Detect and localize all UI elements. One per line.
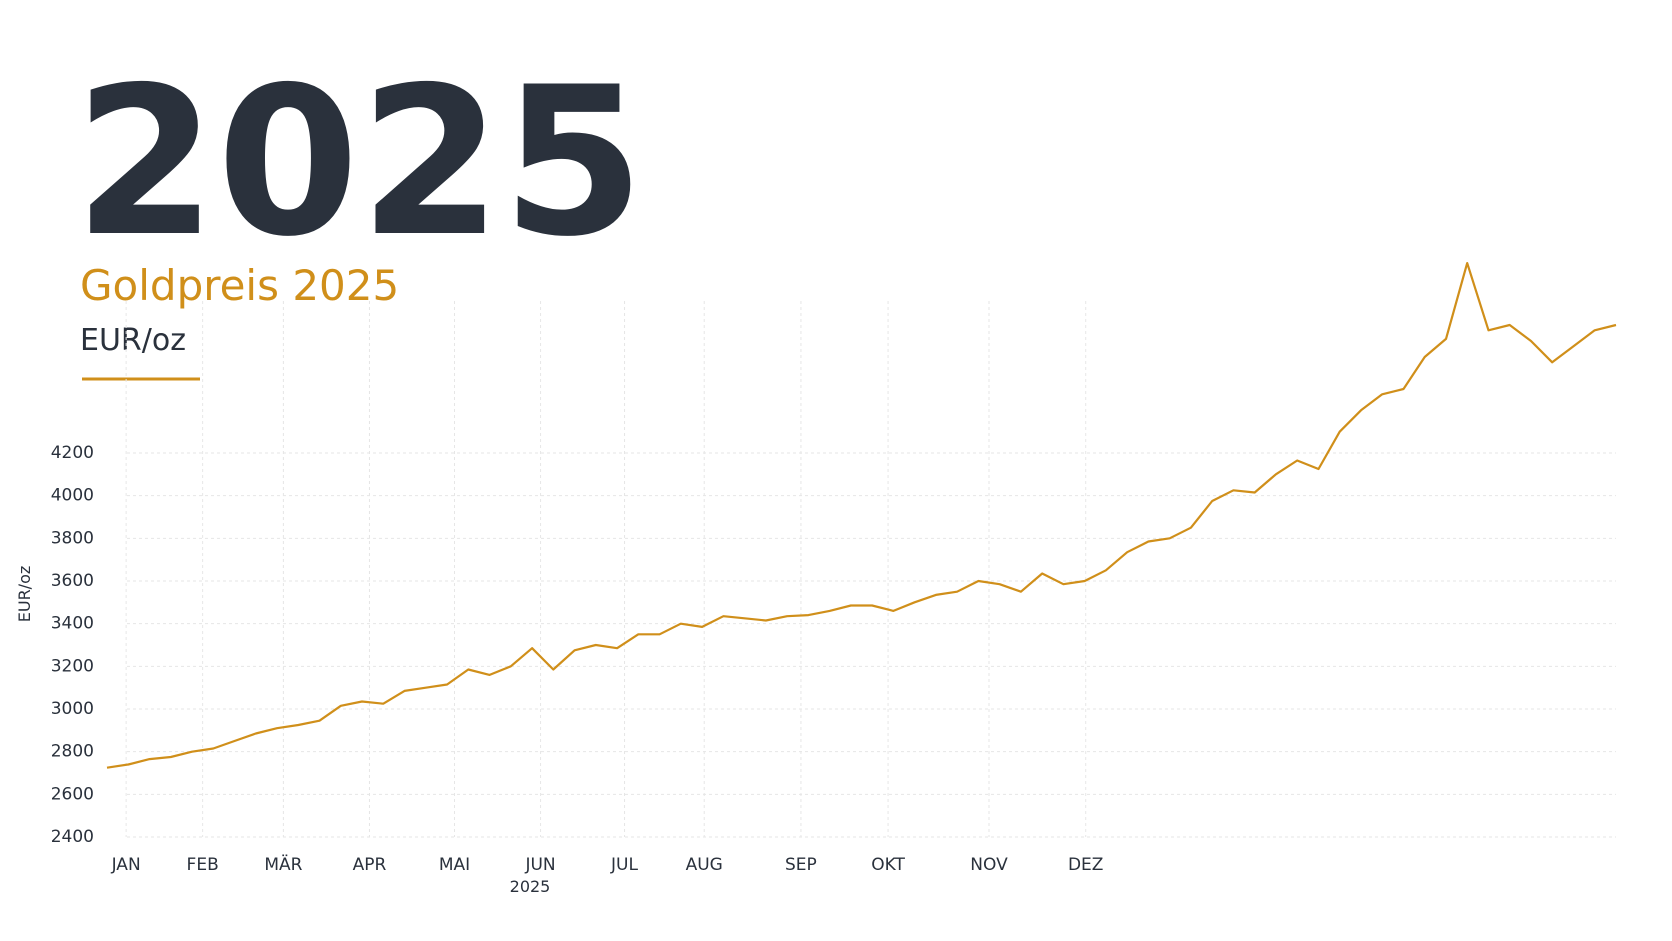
y-tick-label: 3800 xyxy=(51,528,94,548)
headline: 2025 xyxy=(74,44,645,282)
y-tick-label: 2400 xyxy=(51,827,94,847)
chart-subtitle: EUR/oz xyxy=(80,323,186,358)
y-tick-label: 4000 xyxy=(51,486,94,506)
x-tick-label: DEZ xyxy=(1068,855,1103,875)
x-tick-label: JAN xyxy=(111,855,141,875)
x-tick-label: FEB xyxy=(187,855,219,875)
y-tick-label: 3200 xyxy=(51,656,94,676)
price-line xyxy=(106,262,1617,769)
x-tick-label: OKT xyxy=(871,855,905,875)
y-tick-label: 4200 xyxy=(51,443,94,463)
chart-title: Goldpreis 2025 xyxy=(80,261,399,310)
y-axis-label: EUR/oz xyxy=(15,566,34,623)
y-tick-label: 2600 xyxy=(51,784,94,804)
x-tick-label: JUN xyxy=(524,855,555,875)
x-tick-label: AUG xyxy=(686,855,723,875)
x-tick-label: MÄR xyxy=(264,854,302,875)
y-tick-label: 3400 xyxy=(51,614,94,634)
x-axis-year: 2025 xyxy=(510,877,551,896)
y-tick-label: 3600 xyxy=(51,571,94,591)
x-tick-label: NOV xyxy=(970,855,1008,875)
x-tick-label: JUL xyxy=(610,855,638,875)
x-tick-label: MAI xyxy=(439,855,470,875)
x-tick-label: APR xyxy=(353,855,387,875)
y-tick-label: 3000 xyxy=(51,699,94,719)
x-tick-label: SEP xyxy=(785,855,817,875)
y-tick-label: 2800 xyxy=(51,742,94,762)
